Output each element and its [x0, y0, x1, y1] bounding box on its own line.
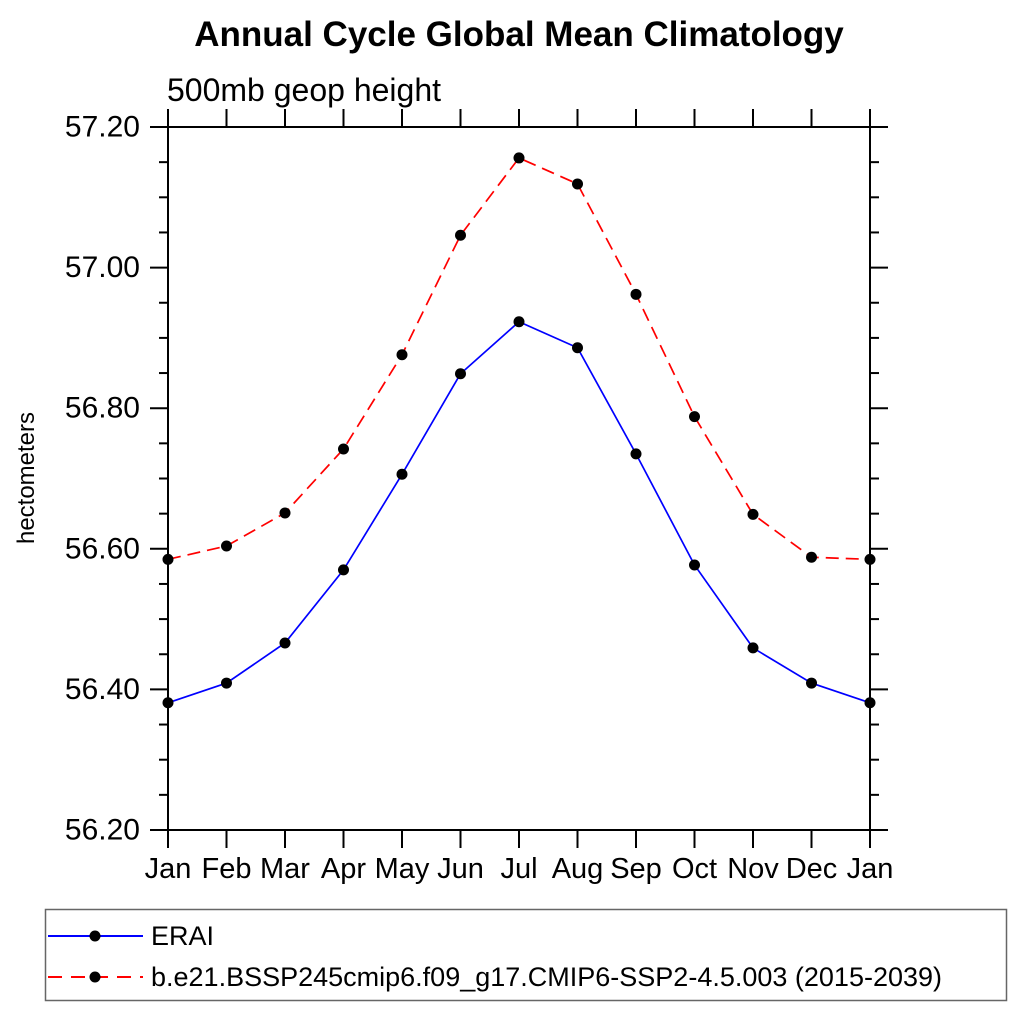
model-marker-icon	[689, 411, 700, 423]
axes-layer: 56.20 56.40 56.60 56.80 57.00 57.20 Jan Feb Mar A…	[65, 109, 893, 885]
model-marker-icon	[630, 288, 642, 300]
y-axis-label: hectometers	[13, 412, 40, 544]
month-label: Feb	[202, 853, 252, 885]
model-line	[167, 156, 871, 561]
legend-label-model: b.e21.BSSP245cmip6.f09_g17.CMIP6-SSP2-4.…	[151, 962, 942, 992]
y-tick-label: 56.60	[65, 532, 140, 565]
erai-marker-icon	[455, 368, 466, 380]
y-tick-label: 57.00	[65, 251, 140, 284]
model-marker-icon	[806, 551, 817, 563]
legend-box	[44, 908, 1008, 1002]
month-label: Sep	[610, 853, 662, 885]
model-marker-icon	[572, 178, 583, 190]
y-tick-label: 56.40	[65, 673, 140, 706]
erai-marker-icon	[513, 316, 525, 328]
erai-marker-icon	[221, 677, 232, 689]
month-label: Jan	[145, 853, 192, 885]
model-marker-icon	[221, 540, 232, 552]
erai-marker-icon	[396, 468, 408, 480]
erai-marker-icon	[572, 342, 583, 354]
model-marker-icon	[396, 349, 408, 361]
y-tick-label: 57.20	[65, 111, 140, 144]
erai-line	[167, 320, 871, 704]
series-layer	[162, 152, 876, 709]
erai-marker-icon	[747, 642, 759, 654]
erai-marker-icon	[162, 697, 174, 709]
month-label: Aug	[552, 853, 604, 885]
legend-marker-model-icon	[89, 971, 101, 983]
model-marker-icon	[513, 152, 525, 164]
legend: ERAI b.e21.BSSP245cmip6.f09_g17.CMIP6-SS…	[44, 908, 1008, 1002]
chart-subtitle: 500mb geop height	[167, 72, 441, 108]
month-label: Oct	[672, 853, 717, 885]
month-label: Jul	[500, 853, 537, 885]
month-label: Dec	[786, 853, 838, 885]
month-label: Nov	[727, 853, 779, 885]
y-tick-label: 56.20	[65, 814, 140, 847]
erai-marker-icon	[338, 564, 349, 576]
erai-marker-icon	[630, 448, 642, 460]
erai-marker-icon	[806, 677, 817, 689]
legend-marker-erai-icon	[89, 930, 101, 942]
month-label: Jun	[437, 853, 484, 885]
chart-title: Annual Cycle Global Mean Climatology	[194, 15, 844, 54]
model-marker-icon	[338, 443, 349, 455]
model-marker-icon	[279, 507, 291, 519]
model-marker-icon	[162, 553, 174, 565]
month-label: Jan	[847, 853, 894, 885]
plot-frame	[167, 126, 871, 831]
model-marker-icon	[455, 229, 466, 241]
month-label: May	[375, 853, 430, 885]
month-label: Mar	[260, 853, 310, 885]
erai-marker-icon	[864, 697, 876, 709]
model-marker-icon	[747, 508, 759, 520]
legend-label-erai: ERAI	[151, 921, 214, 951]
y-tick-label: 56.80	[65, 392, 140, 425]
legend-entry-erai: ERAI	[48, 921, 214, 951]
erai-marker-icon	[279, 637, 291, 649]
month-label: Apr	[321, 853, 366, 885]
erai-marker-icon	[689, 559, 700, 571]
model-marker-icon	[864, 553, 876, 565]
legend-entry-model: b.e21.BSSP245cmip6.f09_g17.CMIP6-SSP2-4.…	[48, 962, 942, 992]
